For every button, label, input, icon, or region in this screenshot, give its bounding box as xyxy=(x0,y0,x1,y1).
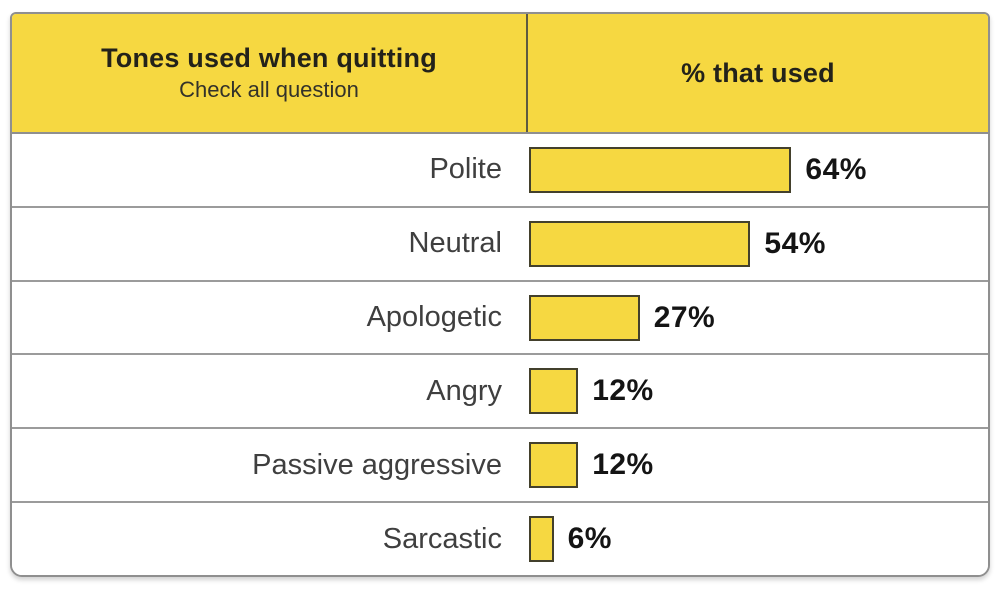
bar-polite xyxy=(529,146,792,193)
table-row-angry: Angry 12% xyxy=(12,355,988,430)
table-row-polite: Polite 64% xyxy=(12,134,988,208)
row-label: Apologetic xyxy=(366,301,502,334)
row-label: Angry xyxy=(426,374,502,407)
bar-apologetic xyxy=(529,294,640,341)
table-title: Tones used when quitting xyxy=(101,43,437,73)
tones-table: Tones used when quitting Check all quest… xyxy=(10,12,990,577)
row-value: 27% xyxy=(653,300,716,334)
header-cell-tones: Tones used when quitting Check all quest… xyxy=(12,14,528,132)
header-cell-percent-used: % that used xyxy=(528,14,988,132)
row-label: Sarcastic xyxy=(382,522,502,555)
bar-angry xyxy=(529,368,579,415)
bar-sarcastic xyxy=(529,516,554,563)
table-row-neutral: Neutral 54% xyxy=(12,207,988,282)
row-label: Passive aggressive xyxy=(252,448,502,481)
table-body: Polite 64% Neutral 54% Apologetic 27% An… xyxy=(12,134,988,575)
table-row-sarcastic: Sarcastic 6% xyxy=(12,503,988,575)
row-value: 12% xyxy=(592,448,654,482)
table-subtitle: Check all question xyxy=(179,77,359,102)
row-label: Polite xyxy=(429,153,502,186)
row-value: 54% xyxy=(764,226,826,260)
bar-passive-aggressive xyxy=(529,442,579,489)
row-label: Neutral xyxy=(408,227,503,260)
table-row-apologetic: Apologetic 27% xyxy=(12,281,988,356)
table-header: Tones used when quitting Check all quest… xyxy=(12,14,988,134)
percent-used-header-label: % that used xyxy=(681,57,835,88)
bar-neutral xyxy=(529,220,751,267)
table-row-passive-aggressive: Passive aggressive 12% xyxy=(12,429,988,504)
row-value: 64% xyxy=(805,152,867,186)
row-value: 12% xyxy=(592,374,654,408)
row-value: 6% xyxy=(567,522,612,556)
